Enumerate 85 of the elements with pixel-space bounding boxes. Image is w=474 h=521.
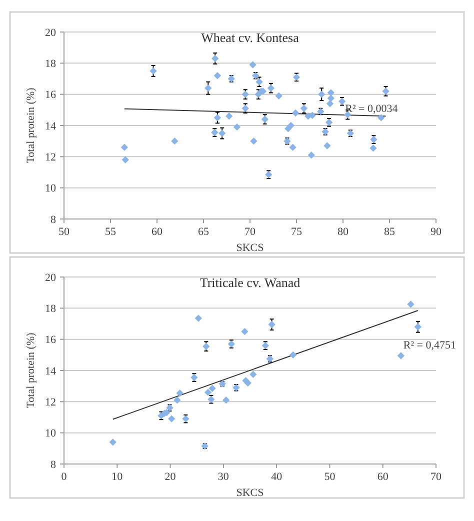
x-tick-label: 60 xyxy=(152,226,163,238)
chart-title: Triticale cv. Wanad xyxy=(200,275,301,290)
point xyxy=(244,379,252,387)
point xyxy=(194,314,202,322)
point xyxy=(214,72,222,80)
x-tick-label: 70 xyxy=(430,471,442,483)
x-axis-title: SKCS xyxy=(236,487,264,499)
y-tick-label: 12 xyxy=(45,396,56,409)
point xyxy=(397,352,405,360)
point xyxy=(168,415,176,422)
point xyxy=(218,130,226,137)
x-tick-label: 90 xyxy=(430,226,442,238)
y-tick-label: 8 xyxy=(50,214,56,226)
point xyxy=(250,370,257,378)
y-tick-label: 18 xyxy=(45,303,56,316)
x-tick-label: 55 xyxy=(105,226,116,238)
point xyxy=(174,396,181,404)
point xyxy=(308,112,316,119)
x-tick-label: 0 xyxy=(61,471,68,483)
point xyxy=(242,90,249,98)
point xyxy=(208,384,216,392)
y-tick-label: 18 xyxy=(45,58,56,70)
point xyxy=(287,122,295,130)
point xyxy=(289,144,296,151)
y-tick-label: 20 xyxy=(45,272,56,284)
point xyxy=(120,144,128,151)
point xyxy=(150,67,157,75)
point xyxy=(326,100,334,108)
point xyxy=(109,438,116,446)
y-axis-title: Total protein (%) xyxy=(25,332,37,408)
x-tick-label: 80 xyxy=(338,226,349,238)
point xyxy=(214,114,222,122)
point xyxy=(275,92,282,100)
x-tick-label: 60 xyxy=(377,471,389,483)
point xyxy=(212,54,219,62)
point xyxy=(222,396,230,404)
point xyxy=(171,137,178,145)
y-tick-label: 20 xyxy=(45,26,56,39)
chart-title: Wheat cv. Kontesa xyxy=(201,30,300,45)
point xyxy=(204,84,212,92)
x-tick-label: 10 xyxy=(112,471,124,483)
x-tick-label: 40 xyxy=(271,471,283,483)
point xyxy=(268,320,276,328)
y-tick-label: 8 xyxy=(50,458,56,471)
point xyxy=(308,152,315,159)
x-axis-title: SKCS xyxy=(236,242,264,254)
point xyxy=(267,84,275,92)
point xyxy=(225,112,233,120)
x-tick-label: 50 xyxy=(324,471,336,483)
point xyxy=(202,342,210,350)
point xyxy=(407,300,414,308)
y-tick-label: 14 xyxy=(45,120,56,132)
x-tick-label: 20 xyxy=(164,471,176,483)
annotation: R² = 0,0034 xyxy=(345,103,398,116)
point xyxy=(176,389,184,397)
point xyxy=(233,123,241,131)
point xyxy=(324,142,331,150)
y-axis-title: Total protein (%) xyxy=(25,87,37,164)
point xyxy=(378,114,385,122)
point xyxy=(327,94,335,102)
point xyxy=(249,61,256,68)
point xyxy=(289,351,297,359)
point xyxy=(256,78,263,86)
point xyxy=(242,104,249,112)
point xyxy=(300,104,308,112)
x-tick-label: 75 xyxy=(291,226,302,238)
x-tick-label: 50 xyxy=(58,226,70,238)
point xyxy=(241,328,248,336)
y-tick-label: 12 xyxy=(45,152,56,164)
point xyxy=(250,137,258,145)
x-tick-label: 85 xyxy=(384,226,396,238)
x-tick-label: 30 xyxy=(218,471,230,483)
point xyxy=(327,89,335,96)
y-tick-label: 16 xyxy=(45,89,56,102)
x-tick-label: 70 xyxy=(244,226,256,238)
y-tick-label: 10 xyxy=(45,428,56,440)
x-tick-label: 65 xyxy=(198,226,210,238)
point xyxy=(292,109,300,117)
y-tick-label: 10 xyxy=(45,182,56,195)
point xyxy=(122,156,129,164)
annotation: R² = 0,4751 xyxy=(403,340,456,352)
y-tick-label: 14 xyxy=(45,365,56,378)
point xyxy=(414,323,422,330)
point xyxy=(318,90,326,98)
y-tick-label: 16 xyxy=(45,334,56,346)
